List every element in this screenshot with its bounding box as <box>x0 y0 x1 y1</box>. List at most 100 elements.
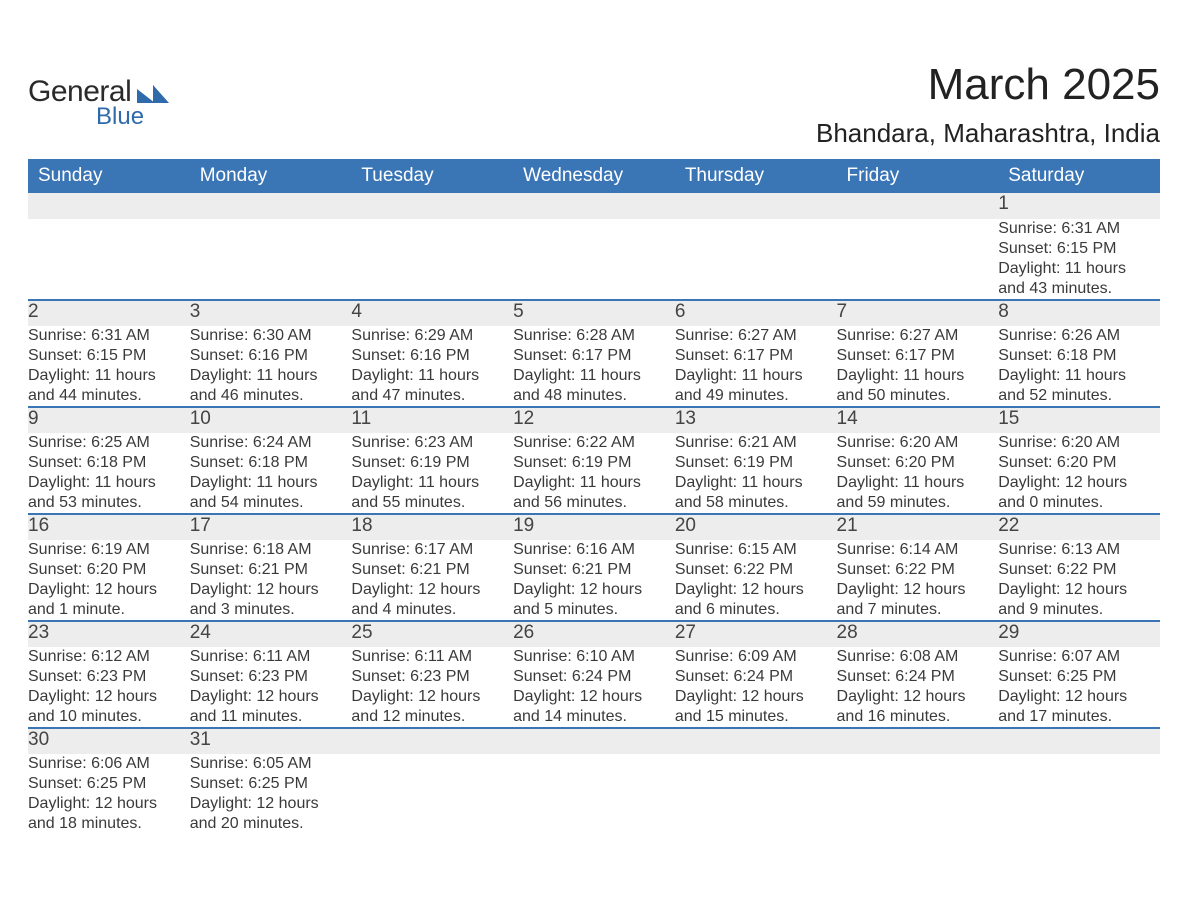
sunset-line: Sunset: 6:21 PM <box>351 560 513 580</box>
daylight-line-1: Daylight: 12 hours <box>998 473 1160 493</box>
day-number-cell <box>513 728 675 754</box>
day-detail-cell: Sunrise: 6:22 AMSunset: 6:19 PMDaylight:… <box>513 433 675 514</box>
sunrise-line: Sunrise: 6:28 AM <box>513 326 675 346</box>
daylight-line-1: Daylight: 12 hours <box>28 580 190 600</box>
day-detail-cell: Sunrise: 6:16 AMSunset: 6:21 PMDaylight:… <box>513 540 675 621</box>
daylight-line-1: Daylight: 12 hours <box>28 687 190 707</box>
day-number-cell: 31 <box>190 728 352 754</box>
sunrise-line: Sunrise: 6:30 AM <box>190 326 352 346</box>
daylight-line-2: and 43 minutes. <box>998 279 1160 299</box>
day-number-cell: 26 <box>513 621 675 647</box>
day-detail-cell: Sunrise: 6:15 AMSunset: 6:22 PMDaylight:… <box>675 540 837 621</box>
sunset-line: Sunset: 6:16 PM <box>190 346 352 366</box>
daylight-line-1: Daylight: 11 hours <box>190 473 352 493</box>
daylight-line-1: Daylight: 11 hours <box>513 366 675 386</box>
sunrise-line: Sunrise: 6:16 AM <box>513 540 675 560</box>
day-detail-cell: Sunrise: 6:24 AMSunset: 6:18 PMDaylight:… <box>190 433 352 514</box>
day-number-cell <box>513 193 675 219</box>
sunset-line: Sunset: 6:23 PM <box>351 667 513 687</box>
sunrise-line: Sunrise: 6:15 AM <box>675 540 837 560</box>
day-detail-cell: Sunrise: 6:29 AMSunset: 6:16 PMDaylight:… <box>351 326 513 407</box>
day-number-cell: 9 <box>28 407 190 433</box>
sunset-line: Sunset: 6:17 PM <box>513 346 675 366</box>
day-detail-cell: Sunrise: 6:14 AMSunset: 6:22 PMDaylight:… <box>837 540 999 621</box>
sunrise-line: Sunrise: 6:18 AM <box>190 540 352 560</box>
day-number-cell: 7 <box>837 300 999 326</box>
day-detail-cell: Sunrise: 6:21 AMSunset: 6:19 PMDaylight:… <box>675 433 837 514</box>
daylight-line-1: Daylight: 11 hours <box>351 473 513 493</box>
day-detail-row: Sunrise: 6:31 AMSunset: 6:15 PMDaylight:… <box>28 219 1160 300</box>
sunset-line: Sunset: 6:22 PM <box>837 560 999 580</box>
sunrise-line: Sunrise: 6:08 AM <box>837 647 999 667</box>
daylight-line-1: Daylight: 12 hours <box>998 687 1160 707</box>
sunset-line: Sunset: 6:24 PM <box>837 667 999 687</box>
weekday-header: Sunday <box>28 159 190 193</box>
day-detail-cell <box>351 754 513 834</box>
day-detail-cell: Sunrise: 6:25 AMSunset: 6:18 PMDaylight:… <box>28 433 190 514</box>
sunset-line: Sunset: 6:25 PM <box>998 667 1160 687</box>
daylight-line-1: Daylight: 11 hours <box>351 366 513 386</box>
day-detail-cell: Sunrise: 6:31 AMSunset: 6:15 PMDaylight:… <box>998 219 1160 300</box>
calendar-table: Sunday Monday Tuesday Wednesday Thursday… <box>28 159 1160 834</box>
day-detail-row: Sunrise: 6:19 AMSunset: 6:20 PMDaylight:… <box>28 540 1160 621</box>
day-detail-cell <box>837 754 999 834</box>
day-number-cell <box>351 728 513 754</box>
sunrise-line: Sunrise: 6:17 AM <box>351 540 513 560</box>
daylight-line-1: Daylight: 11 hours <box>190 366 352 386</box>
day-detail-cell: Sunrise: 6:05 AMSunset: 6:25 PMDaylight:… <box>190 754 352 834</box>
sunset-line: Sunset: 6:19 PM <box>513 453 675 473</box>
daylight-line-1: Daylight: 12 hours <box>837 580 999 600</box>
day-number-cell <box>28 193 190 219</box>
day-number-row: 1 <box>28 193 1160 219</box>
daylight-line-2: and 58 minutes. <box>675 493 837 513</box>
daylight-line-2: and 11 minutes. <box>190 707 352 727</box>
daylight-line-2: and 17 minutes. <box>998 707 1160 727</box>
sunrise-line: Sunrise: 6:26 AM <box>998 326 1160 346</box>
day-detail-cell: Sunrise: 6:18 AMSunset: 6:21 PMDaylight:… <box>190 540 352 621</box>
day-number-cell <box>837 193 999 219</box>
day-detail-cell <box>351 219 513 300</box>
sunrise-line: Sunrise: 6:13 AM <box>998 540 1160 560</box>
daylight-line-2: and 7 minutes. <box>837 600 999 620</box>
day-detail-cell: Sunrise: 6:17 AMSunset: 6:21 PMDaylight:… <box>351 540 513 621</box>
brand-mark-icon <box>137 81 169 103</box>
daylight-line-2: and 53 minutes. <box>28 493 190 513</box>
sunrise-line: Sunrise: 6:23 AM <box>351 433 513 453</box>
sunset-line: Sunset: 6:15 PM <box>998 239 1160 259</box>
daylight-line-1: Daylight: 11 hours <box>998 259 1160 279</box>
daylight-line-2: and 4 minutes. <box>351 600 513 620</box>
day-detail-cell: Sunrise: 6:11 AMSunset: 6:23 PMDaylight:… <box>351 647 513 728</box>
day-number-cell: 19 <box>513 514 675 540</box>
sunset-line: Sunset: 6:22 PM <box>675 560 837 580</box>
daylight-line-1: Daylight: 11 hours <box>28 473 190 493</box>
day-detail-cell: Sunrise: 6:13 AMSunset: 6:22 PMDaylight:… <box>998 540 1160 621</box>
day-number-cell: 27 <box>675 621 837 647</box>
day-detail-cell: Sunrise: 6:23 AMSunset: 6:19 PMDaylight:… <box>351 433 513 514</box>
day-number-cell: 14 <box>837 407 999 433</box>
day-number-cell: 22 <box>998 514 1160 540</box>
weekday-header: Thursday <box>675 159 837 193</box>
sunset-line: Sunset: 6:21 PM <box>190 560 352 580</box>
sunset-line: Sunset: 6:20 PM <box>998 453 1160 473</box>
daylight-line-2: and 3 minutes. <box>190 600 352 620</box>
daylight-line-2: and 6 minutes. <box>675 600 837 620</box>
daylight-line-2: and 44 minutes. <box>28 386 190 406</box>
sunrise-line: Sunrise: 6:09 AM <box>675 647 837 667</box>
day-detail-cell: Sunrise: 6:20 AMSunset: 6:20 PMDaylight:… <box>837 433 999 514</box>
daylight-line-2: and 16 minutes. <box>837 707 999 727</box>
sunset-line: Sunset: 6:19 PM <box>351 453 513 473</box>
day-number-cell: 29 <box>998 621 1160 647</box>
daylight-line-1: Daylight: 11 hours <box>675 473 837 493</box>
day-detail-row: Sunrise: 6:06 AMSunset: 6:25 PMDaylight:… <box>28 754 1160 834</box>
day-number-cell: 6 <box>675 300 837 326</box>
day-detail-cell <box>28 219 190 300</box>
sunset-line: Sunset: 6:16 PM <box>351 346 513 366</box>
calendar-body: 1Sunrise: 6:31 AMSunset: 6:15 PMDaylight… <box>28 193 1160 834</box>
sunrise-line: Sunrise: 6:11 AM <box>190 647 352 667</box>
sunset-line: Sunset: 6:18 PM <box>28 453 190 473</box>
weekday-header: Friday <box>837 159 999 193</box>
sunrise-line: Sunrise: 6:25 AM <box>28 433 190 453</box>
day-detail-row: Sunrise: 6:25 AMSunset: 6:18 PMDaylight:… <box>28 433 1160 514</box>
day-number-row: 16171819202122 <box>28 514 1160 540</box>
day-detail-cell: Sunrise: 6:10 AMSunset: 6:24 PMDaylight:… <box>513 647 675 728</box>
